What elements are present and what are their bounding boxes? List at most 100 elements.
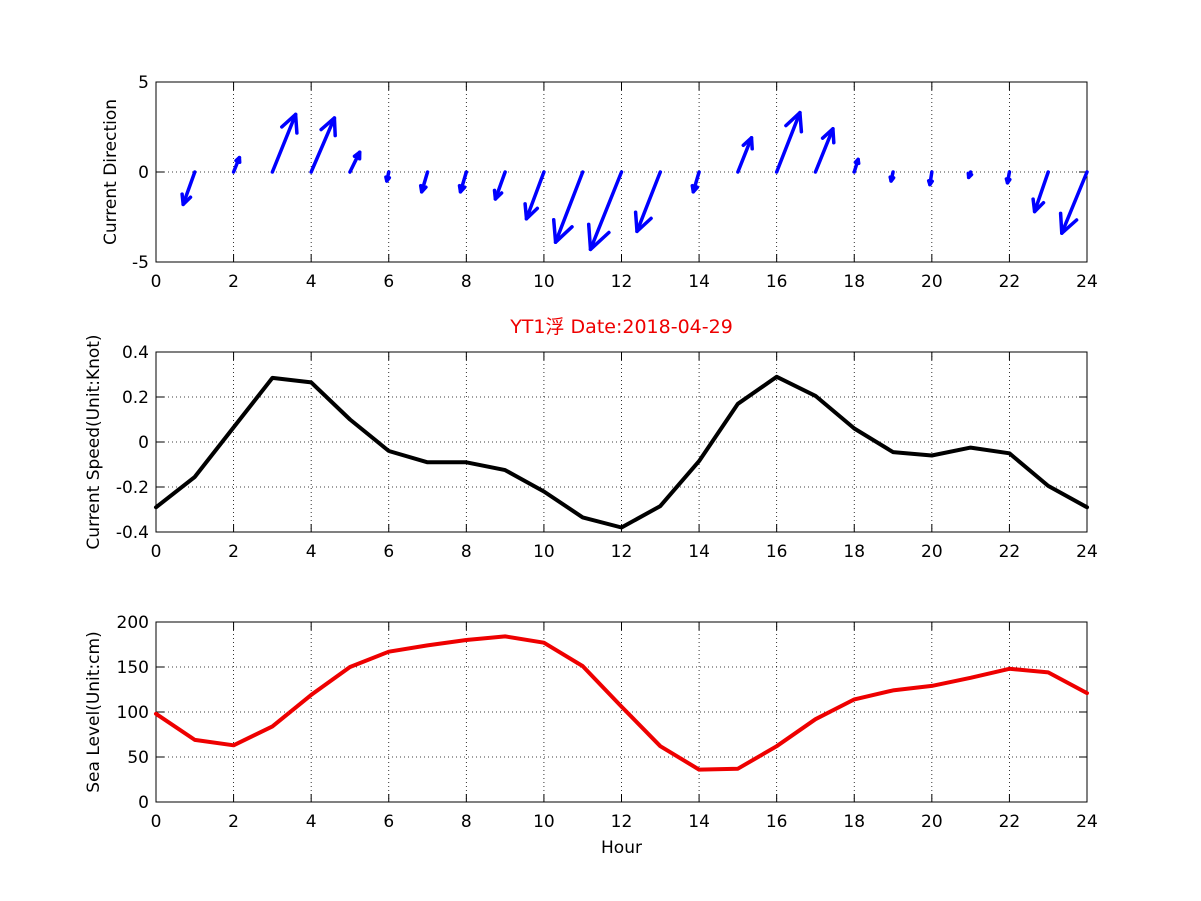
y-tick-label: -5 — [132, 253, 149, 273]
arrow-shaft — [1060, 170, 1089, 235]
y-tick-label: 100 — [117, 703, 149, 723]
arrow-head — [633, 210, 653, 234]
arrow-shaft — [270, 112, 298, 174]
current-arrow — [1031, 170, 1050, 214]
arrow-shaft — [309, 116, 337, 174]
x-tick-label: 16 — [766, 542, 788, 562]
current-arrow — [852, 157, 861, 174]
current-arrow — [1004, 170, 1012, 185]
current-arrow — [270, 112, 299, 174]
x-tick-label: 4 — [306, 812, 317, 832]
series-line — [154, 634, 1089, 772]
x-tick-label: 14 — [688, 542, 710, 562]
current-arrow — [888, 170, 896, 183]
y-tick-label: 0 — [138, 163, 149, 183]
series-line — [154, 374, 1089, 530]
arrow-shaft — [493, 170, 507, 201]
arrow-shaft — [736, 136, 754, 174]
x-tick-label: 16 — [766, 812, 788, 832]
arrow-head — [384, 175, 392, 183]
arrow-head — [888, 175, 896, 183]
x-tick-label: 18 — [843, 812, 865, 832]
x-tick-label: 24 — [1076, 812, 1098, 832]
x-tick-label: 6 — [383, 812, 394, 832]
current-arrow — [774, 110, 804, 174]
x-tick-label: 10 — [533, 812, 555, 832]
y-tick-label: 0 — [138, 793, 149, 813]
x-tick-label: 14 — [688, 812, 710, 832]
x-tick-label: 4 — [306, 542, 317, 562]
current-speed-panel: 0 2 4 6 8 10 12 14 16 18 20 22 24-0.4-0.200.20.4Curr… — [84, 316, 1098, 562]
arrow-head — [586, 222, 611, 252]
y-tick-label: 0.2 — [122, 388, 149, 408]
y-tick-label: -0.4 — [116, 523, 149, 543]
y-axis-label: Sea Level(Unit:cm) — [84, 631, 104, 792]
arrow-head — [280, 112, 299, 135]
x-tick-label: 6 — [383, 542, 394, 562]
x-tick-label: 14 — [688, 272, 710, 292]
arrow-shaft — [588, 170, 624, 252]
arrow-head — [523, 202, 540, 221]
x-tick-label: 2 — [228, 542, 239, 562]
x-tick-label: 2 — [228, 812, 239, 832]
current-arrow — [492, 170, 507, 201]
y-axis-label: Current Speed(Unit:Knot) — [84, 334, 104, 549]
y-axis-label: Current Direction — [101, 99, 121, 245]
arrow-head — [180, 192, 193, 207]
arrow-head — [1004, 177, 1012, 185]
y-tick-label: 200 — [117, 613, 149, 633]
current-arrow — [384, 170, 392, 183]
arrow-head — [457, 183, 467, 194]
arrow-shaft — [1032, 170, 1050, 214]
current-arrow — [633, 170, 663, 234]
x-tick-label: 18 — [843, 272, 865, 292]
current-arrow — [551, 170, 585, 244]
y-tick-label: 0 — [138, 433, 149, 453]
x-tick-label: 18 — [843, 542, 865, 562]
x-tick-label: 12 — [611, 812, 633, 832]
x-tick-label: 22 — [999, 812, 1021, 832]
arrow-head — [1058, 211, 1079, 235]
x-tick-label: 16 — [766, 272, 788, 292]
current-arrow — [813, 127, 836, 174]
arrow-head — [492, 188, 504, 201]
arrow-head — [551, 217, 574, 244]
arrow-shaft — [635, 170, 663, 234]
arrow-shaft — [774, 110, 802, 174]
y-tick-label: -0.2 — [116, 478, 149, 498]
arrow-shaft — [553, 170, 585, 244]
current-arrow — [457, 170, 469, 194]
x-tick-label: 0 — [151, 272, 162, 292]
current-arrow — [736, 136, 754, 174]
x-tick-label: 10 — [533, 542, 555, 562]
arrow-head — [741, 136, 754, 151]
arrow-head — [352, 150, 362, 161]
x-tick-label: 24 — [1076, 542, 1098, 562]
x-tick-label: 0 — [151, 542, 162, 562]
current-arrow — [966, 170, 974, 180]
current-arrow — [418, 170, 430, 194]
current-arrow — [690, 170, 701, 194]
y-tick-label: 5 — [138, 73, 149, 93]
x-tick-label: 8 — [461, 812, 472, 832]
current-arrow — [309, 116, 337, 174]
x-tick-label: 6 — [383, 272, 394, 292]
arrow-head — [784, 110, 804, 134]
arrow-shaft — [181, 170, 197, 207]
arrow-head — [234, 155, 242, 164]
current-arrow — [523, 170, 546, 221]
x-tick-label: 22 — [999, 542, 1021, 562]
current-arrow — [231, 155, 242, 174]
x-tick-label: 20 — [921, 542, 943, 562]
x-tick-label: 22 — [999, 272, 1021, 292]
x-tick-label: 12 — [611, 542, 633, 562]
x-tick-label: 10 — [533, 272, 555, 292]
arrow-head — [926, 179, 934, 187]
x-tick-label: 20 — [921, 272, 943, 292]
arrow-head — [820, 127, 836, 145]
arrow-head — [319, 116, 337, 138]
arrow-shaft — [813, 127, 835, 174]
x-tick-label: 12 — [611, 272, 633, 292]
